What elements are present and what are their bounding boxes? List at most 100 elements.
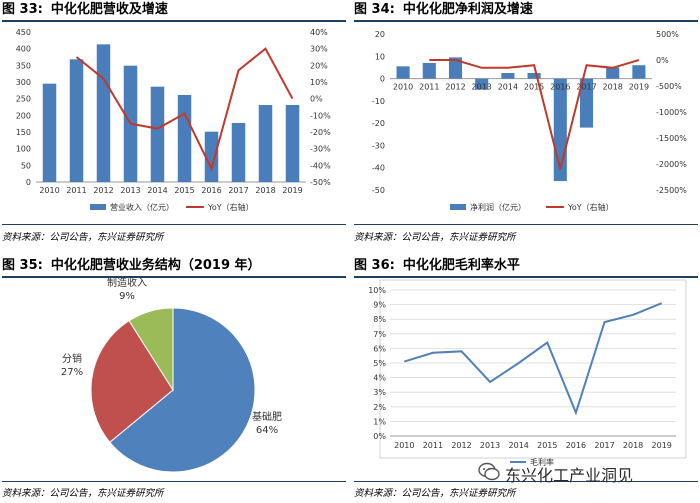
figure-33-bar [69, 59, 84, 183]
figure-34-source: 资料来源：公司公告，东兴证券研究所 [354, 232, 516, 243]
figure-34-panel: 图 34: 中化化肥净利润及增速 -50 -40 -30 -20 -10 0 10 20 -250… [354, 0, 698, 246]
figure-33-panel: 图 33: 中化化肥营收及增速 0 50 100 150 200 250 300 350 400 4… [2, 0, 346, 246]
figure-35-slice-label: 制造收入 [107, 278, 147, 289]
figure-33-right-tick-label: -40% [310, 161, 331, 170]
figure-35-slice [90, 320, 174, 443]
figure-35-slice-pct: 64% [256, 425, 278, 436]
figure-36-number: 图 36: [354, 258, 395, 273]
figure-35-title-text: 中化化肥营收业务结构（2019 年） [50, 258, 261, 273]
figure-34-yoy-line [429, 59, 640, 170]
figure-33-yoy-line [75, 47, 294, 172]
figure-36-category-label: 2016 [566, 441, 586, 450]
figure-34-category-label: 2019 [629, 83, 649, 92]
figure-36-y-tick-label: 7% [373, 330, 386, 339]
figure-34-category-label: 2011 [419, 83, 439, 92]
figure-35-bottom-rule [2, 481, 346, 482]
figure-34-left-tick-label: 0 [380, 75, 385, 84]
figure-33-chart: 0 50 100 150 200 250 300 350 400 450 -50% -40% -30% -… [16, 28, 331, 212]
figure-34-bottom-rule [354, 224, 698, 225]
figure-36-y-tick-label: 4% [373, 374, 386, 383]
figure-36-bottom-rule [354, 481, 698, 482]
figure-33-left-tick-label: 200 [16, 111, 31, 120]
figure-34-right-tick-label: -1000% [656, 108, 687, 117]
figure-34-left-tick-label: -50 [372, 186, 385, 195]
figure-33-legend-bar-label: 营业收入（亿元） [110, 202, 174, 212]
figure-35-panel: 图 35: 中化化肥营收业务结构（2019 年） 基础肥 64% 分销 27% 制造收入 9… [2, 256, 346, 503]
figure-33-left-tick-label: 100 [16, 145, 31, 154]
figure-36-legend-label: 毛利率 [530, 457, 554, 467]
watermark-text: 东兴化工产业洞见 [505, 466, 634, 485]
figure-33-bar [150, 86, 165, 182]
figure-36-title: 图 36: 中化化肥毛利率水平 [354, 256, 520, 276]
figure-33-source: 资料来源：公司公告，东兴证券研究所 [2, 232, 164, 243]
figure-33-right-tick-label: 30% [310, 45, 328, 54]
figure-33-right-tick-label: -10% [310, 111, 331, 120]
figure-35-slice-pct: 9% [119, 291, 135, 302]
figure-36-category-label: 2015 [537, 441, 557, 450]
figure-36-category-label: 2012 [451, 441, 471, 450]
figure-33-legend-line-label: YoY（右轴） [207, 202, 254, 212]
figure-33-category-label: 2012 [93, 186, 113, 195]
figure-33-left-tick-label: 50 [21, 161, 31, 170]
figure-33-left-tick-label: 350 [16, 61, 31, 70]
figure-33-bottom-rule [2, 224, 346, 225]
figure-33-number: 图 33: [2, 2, 43, 17]
figure-36-y-tick-label: 0% [373, 432, 386, 441]
figure-34-right-tick-label: -2500% [656, 186, 687, 195]
figure-33-left-tick-label: 450 [16, 28, 31, 37]
figure-33-title: 图 33: 中化化肥营收及增速 [2, 0, 168, 20]
figure-36-y-tick-label: 6% [373, 344, 386, 353]
figure-34-bar [606, 67, 620, 79]
figure-33-bar [258, 105, 273, 182]
figure-33-category-label: 2013 [120, 186, 140, 195]
figure-34-bar [632, 65, 646, 79]
figure-35-slice [128, 307, 174, 392]
figure-36-category-label: 2017 [594, 441, 614, 450]
figure-34-top-rule [354, 20, 698, 22]
figure-36-chart: 0% 1% 2% 3% 4% 5% 6% 7% 8% 9% 10% 2010 2011 2012 2013 2… [368, 279, 687, 467]
figure-36-plot-border [379, 279, 687, 459]
figure-33-bar [231, 123, 246, 182]
figure-34-left-tick-label: -40 [372, 164, 385, 173]
figure-35-title: 图 35: 中化化肥营收业务结构（2019 年） [2, 256, 261, 276]
figure-36-y-tick-label: 10% [368, 286, 386, 295]
figure-35-source: 资料来源：公司公告，东兴证券研究所 [2, 488, 164, 499]
figure-34-category-label: 2018 [603, 83, 623, 92]
figure-36-y-tick-label: 2% [373, 403, 386, 412]
figure-34-legend-bar-swatch [450, 204, 466, 210]
figure-35-slice-label: 分销 [62, 352, 82, 365]
figure-33-category-label: 2011 [66, 186, 86, 195]
figure-34-left-tick-label: 20 [375, 30, 385, 39]
figure-33-right-tick-label: -30% [310, 145, 331, 154]
figure-33-right-tick-label: -50% [310, 178, 331, 187]
figure-35-slice-label: 基础肥 [252, 410, 282, 423]
figure-33-legend-bar-swatch [90, 204, 106, 210]
figure-34-legend-line-label: YoY（右轴） [567, 202, 614, 212]
figure-36-category-label: 2011 [423, 441, 443, 450]
figure-36-category-label: 2013 [480, 441, 500, 450]
figure-34-category-label: 2012 [445, 83, 465, 92]
figure-35-slice-pct: 27% [61, 367, 83, 378]
figure-34-right-tick-label: 500% [656, 30, 679, 39]
figure-34-bar [527, 73, 541, 79]
figure-34-bar [396, 66, 410, 79]
figure-33-category-label: 2019 [282, 186, 302, 195]
figure-33-right-tick-label: 20% [310, 61, 328, 70]
figure-33-top-rule [2, 20, 346, 22]
figure-36-title-text: 中化化肥毛利率水平 [402, 258, 520, 273]
figure-34-right-tick-label: -2000% [656, 160, 687, 169]
figure-34-number: 图 34: [354, 2, 395, 17]
figure-36-y-tick-label: 5% [373, 359, 386, 368]
figure-36-category-label: 2018 [623, 441, 643, 450]
figure-33-category-label: 2017 [228, 186, 248, 195]
figure-33-category-label: 2016 [201, 186, 221, 195]
figure-34-category-label: 2017 [576, 83, 596, 92]
wechat-icon [478, 462, 500, 481]
figure-33-left-tick-label: 0 [26, 178, 31, 187]
figure-34-right-tick-label: -500% [656, 82, 682, 91]
figure-33-right-tick-label: 0% [310, 95, 323, 104]
figure-34-chart: -50 -40 -30 -20 -10 0 10 20 -2500% -2000% -1500% -1… [372, 30, 687, 212]
figure-36-y-tick-label: 9% [373, 301, 386, 310]
figure-34-left-tick-label: 10 [375, 52, 385, 61]
figure-36-category-label: 2014 [509, 441, 529, 450]
